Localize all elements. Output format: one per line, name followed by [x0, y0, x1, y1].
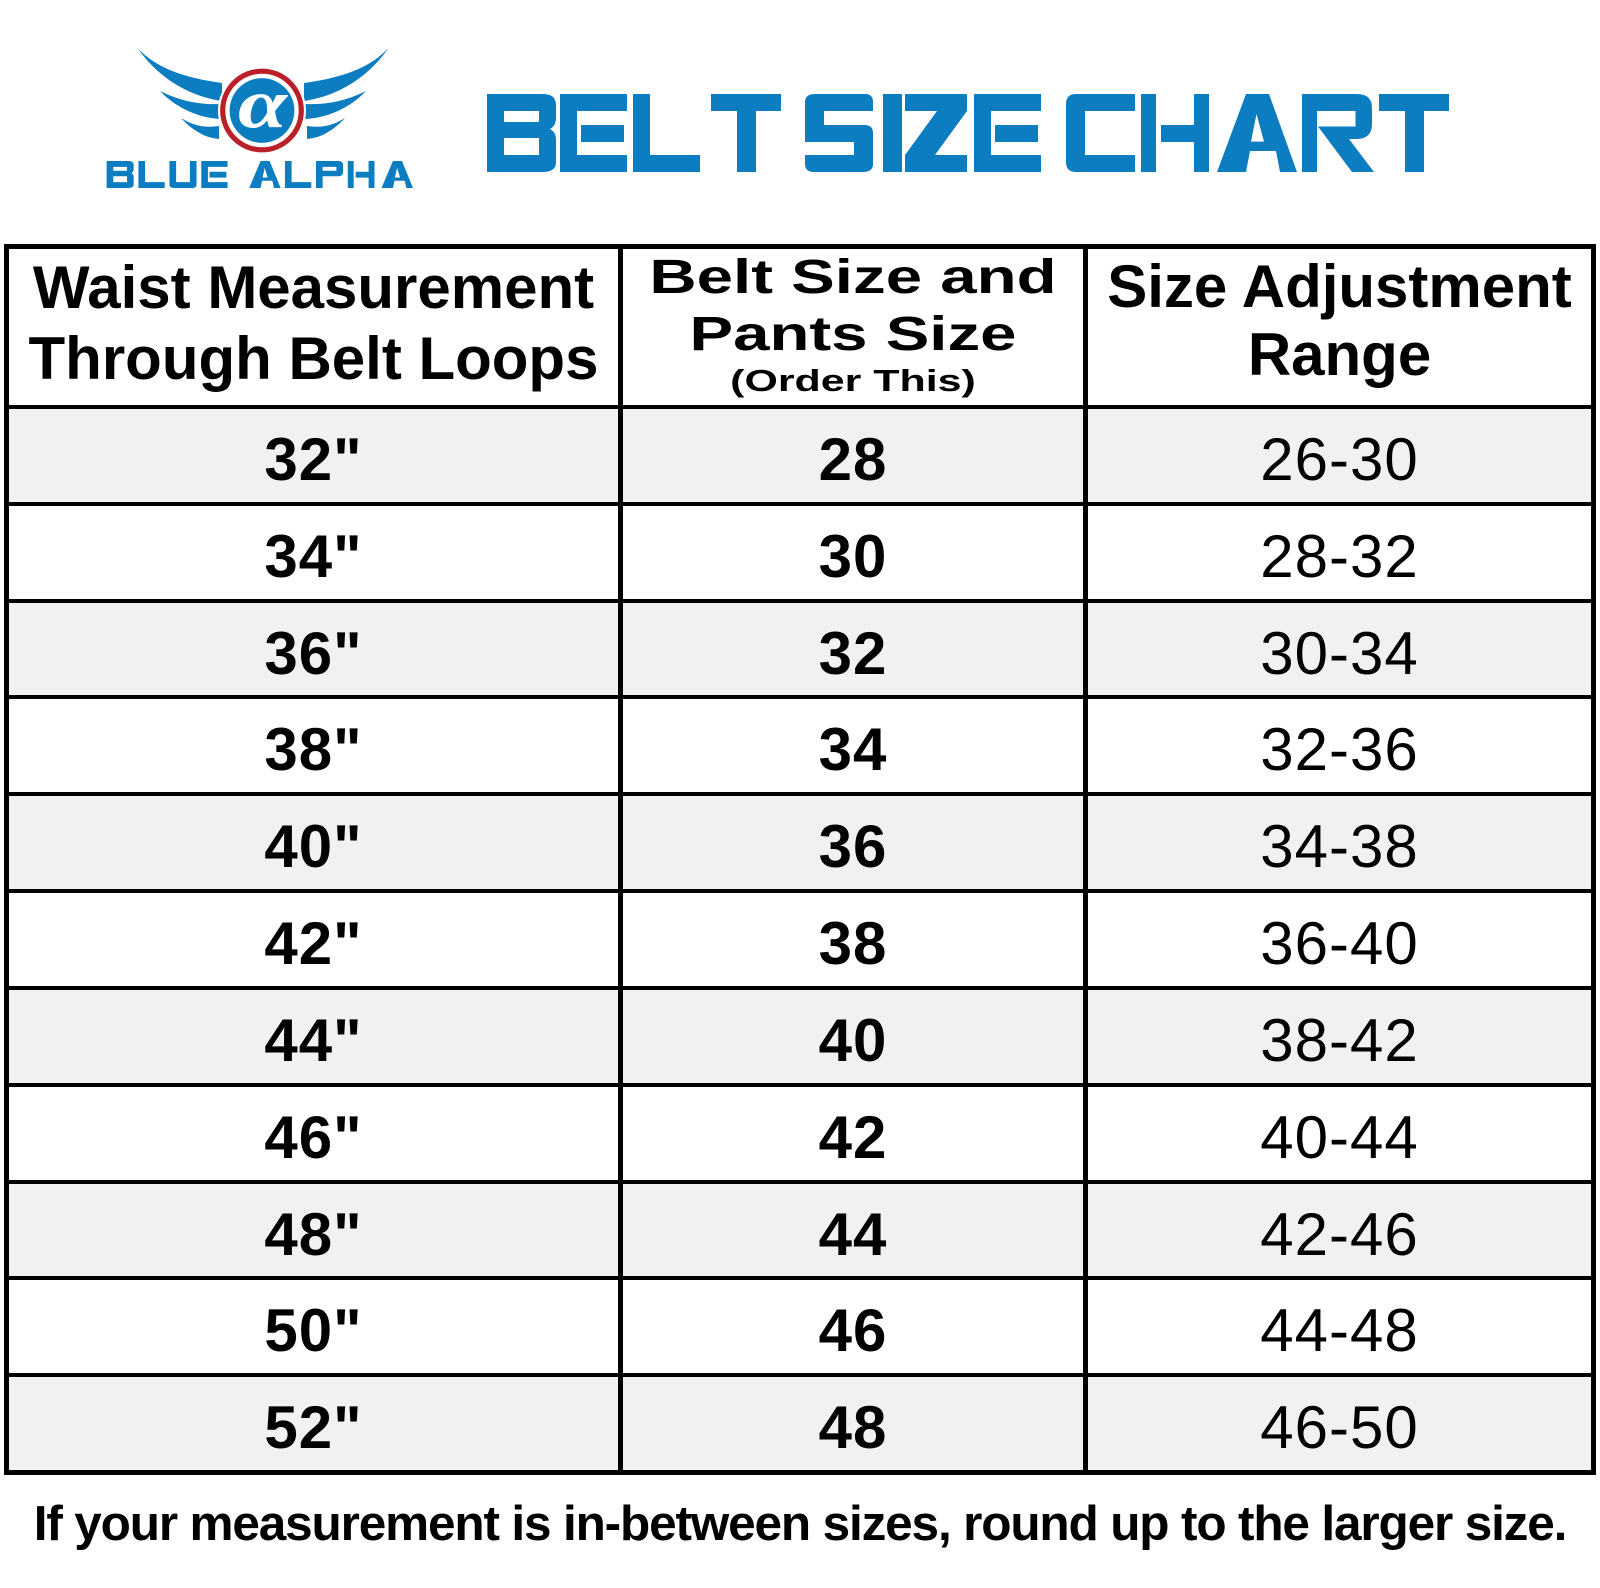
- svg-text:α: α: [238, 66, 289, 143]
